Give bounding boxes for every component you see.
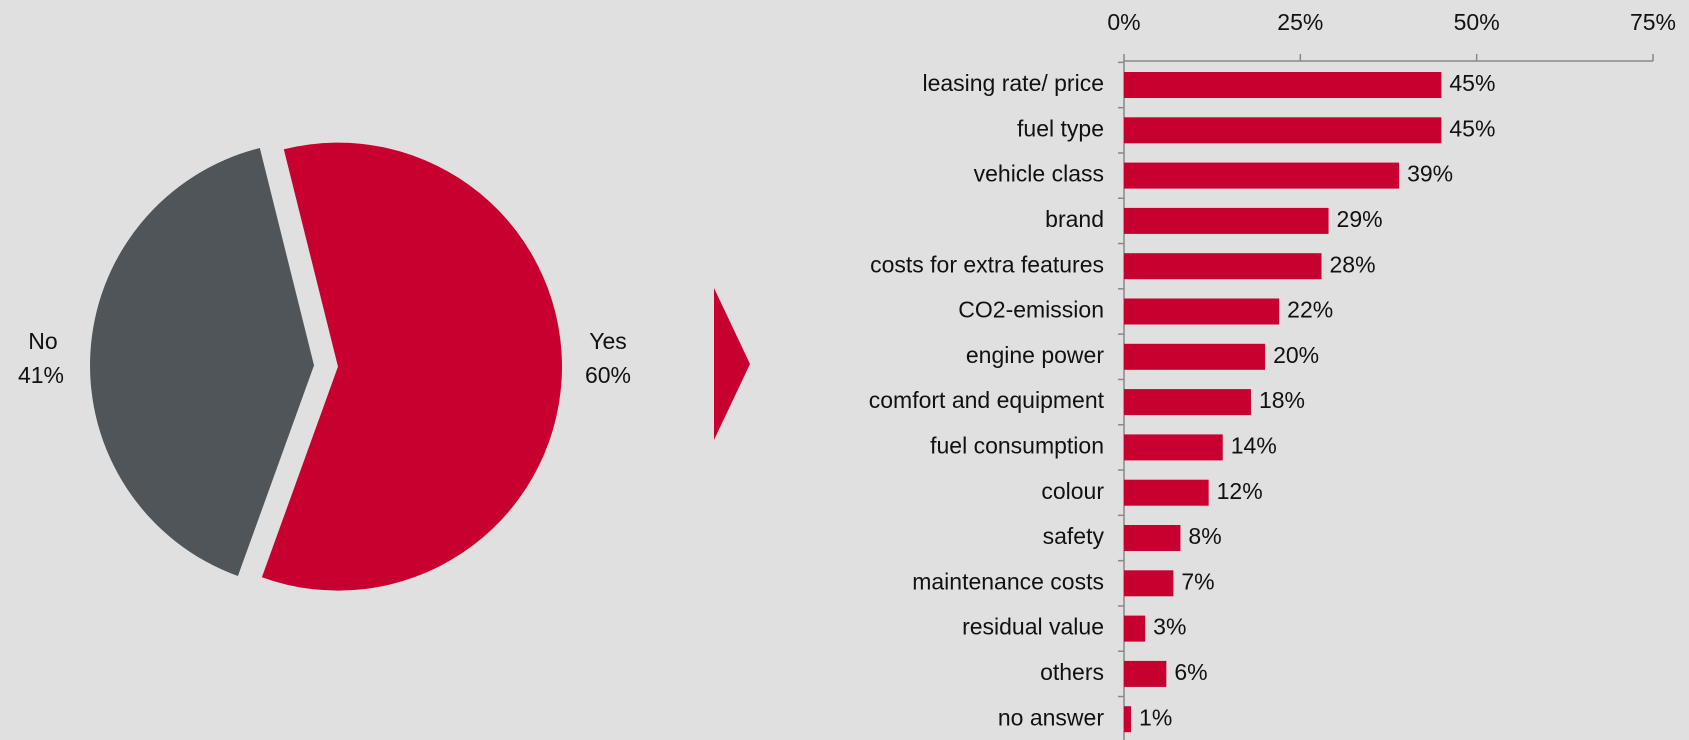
bar-value-label: 29% <box>1337 206 1383 232</box>
slice-value-label: 41% <box>18 362 64 388</box>
bar-value-label: 22% <box>1287 297 1333 323</box>
bar-value-label: 7% <box>1181 568 1214 594</box>
y-tick-label: no answer <box>998 704 1104 730</box>
y-tick-label: fuel type <box>1017 115 1104 141</box>
y-tick-label: vehicle class <box>974 161 1104 187</box>
y-tick-label: engine power <box>966 342 1104 368</box>
y-tick-label: maintenance costs <box>912 568 1104 594</box>
x-tick-label: 50% <box>1454 9 1500 35</box>
bar <box>1124 479 1209 506</box>
y-tick-label: CO2-emission <box>958 297 1104 323</box>
y-tick-label: others <box>1040 659 1104 685</box>
pie-slice <box>90 148 315 577</box>
bar-value-label: 45% <box>1449 115 1495 141</box>
y-tick-label: colour <box>1041 478 1104 504</box>
bar-value-label: 45% <box>1449 70 1495 96</box>
bar-value-label: 39% <box>1407 161 1453 187</box>
y-tick-label: leasing rate/ price <box>922 70 1104 96</box>
bar <box>1124 253 1322 280</box>
bar <box>1124 389 1251 416</box>
y-tick-label: residual value <box>962 614 1104 640</box>
slice-label: Yes <box>589 328 627 354</box>
y-tick-label: costs for extra features <box>870 251 1104 277</box>
slice-label: No <box>28 328 57 354</box>
bar-value-label: 3% <box>1153 614 1186 640</box>
slice-value-label: 60% <box>585 362 631 388</box>
bar <box>1124 434 1223 461</box>
bar <box>1124 615 1146 642</box>
bar-value-label: 28% <box>1329 251 1375 277</box>
bar <box>1124 207 1329 234</box>
y-tick-label: brand <box>1045 206 1104 232</box>
bar <box>1124 298 1280 325</box>
pie-slice <box>261 142 562 591</box>
arrow <box>714 288 750 440</box>
y-tick-label: fuel consumption <box>930 432 1104 458</box>
bar <box>1124 72 1442 98</box>
bar <box>1124 162 1400 189</box>
bar <box>1124 660 1167 687</box>
x-tick-label: 25% <box>1277 9 1323 35</box>
bar <box>1124 570 1174 597</box>
bar-value-label: 1% <box>1139 704 1172 730</box>
bar-value-label: 18% <box>1259 387 1305 413</box>
y-tick-label: comfort and equipment <box>869 387 1105 413</box>
bar-value-label: 6% <box>1174 659 1207 685</box>
bar-value-label: 12% <box>1217 478 1263 504</box>
bar <box>1124 706 1132 733</box>
bar-value-label: 8% <box>1188 523 1221 549</box>
x-tick-label: 75% <box>1630 9 1676 35</box>
y-tick-label: safety <box>1043 523 1105 549</box>
x-tick-label: 0% <box>1107 9 1140 35</box>
bar-value-label: 20% <box>1273 342 1319 368</box>
bar <box>1124 117 1442 144</box>
bar <box>1124 343 1266 370</box>
bar-value-label: 14% <box>1231 432 1277 458</box>
bar <box>1124 525 1181 551</box>
